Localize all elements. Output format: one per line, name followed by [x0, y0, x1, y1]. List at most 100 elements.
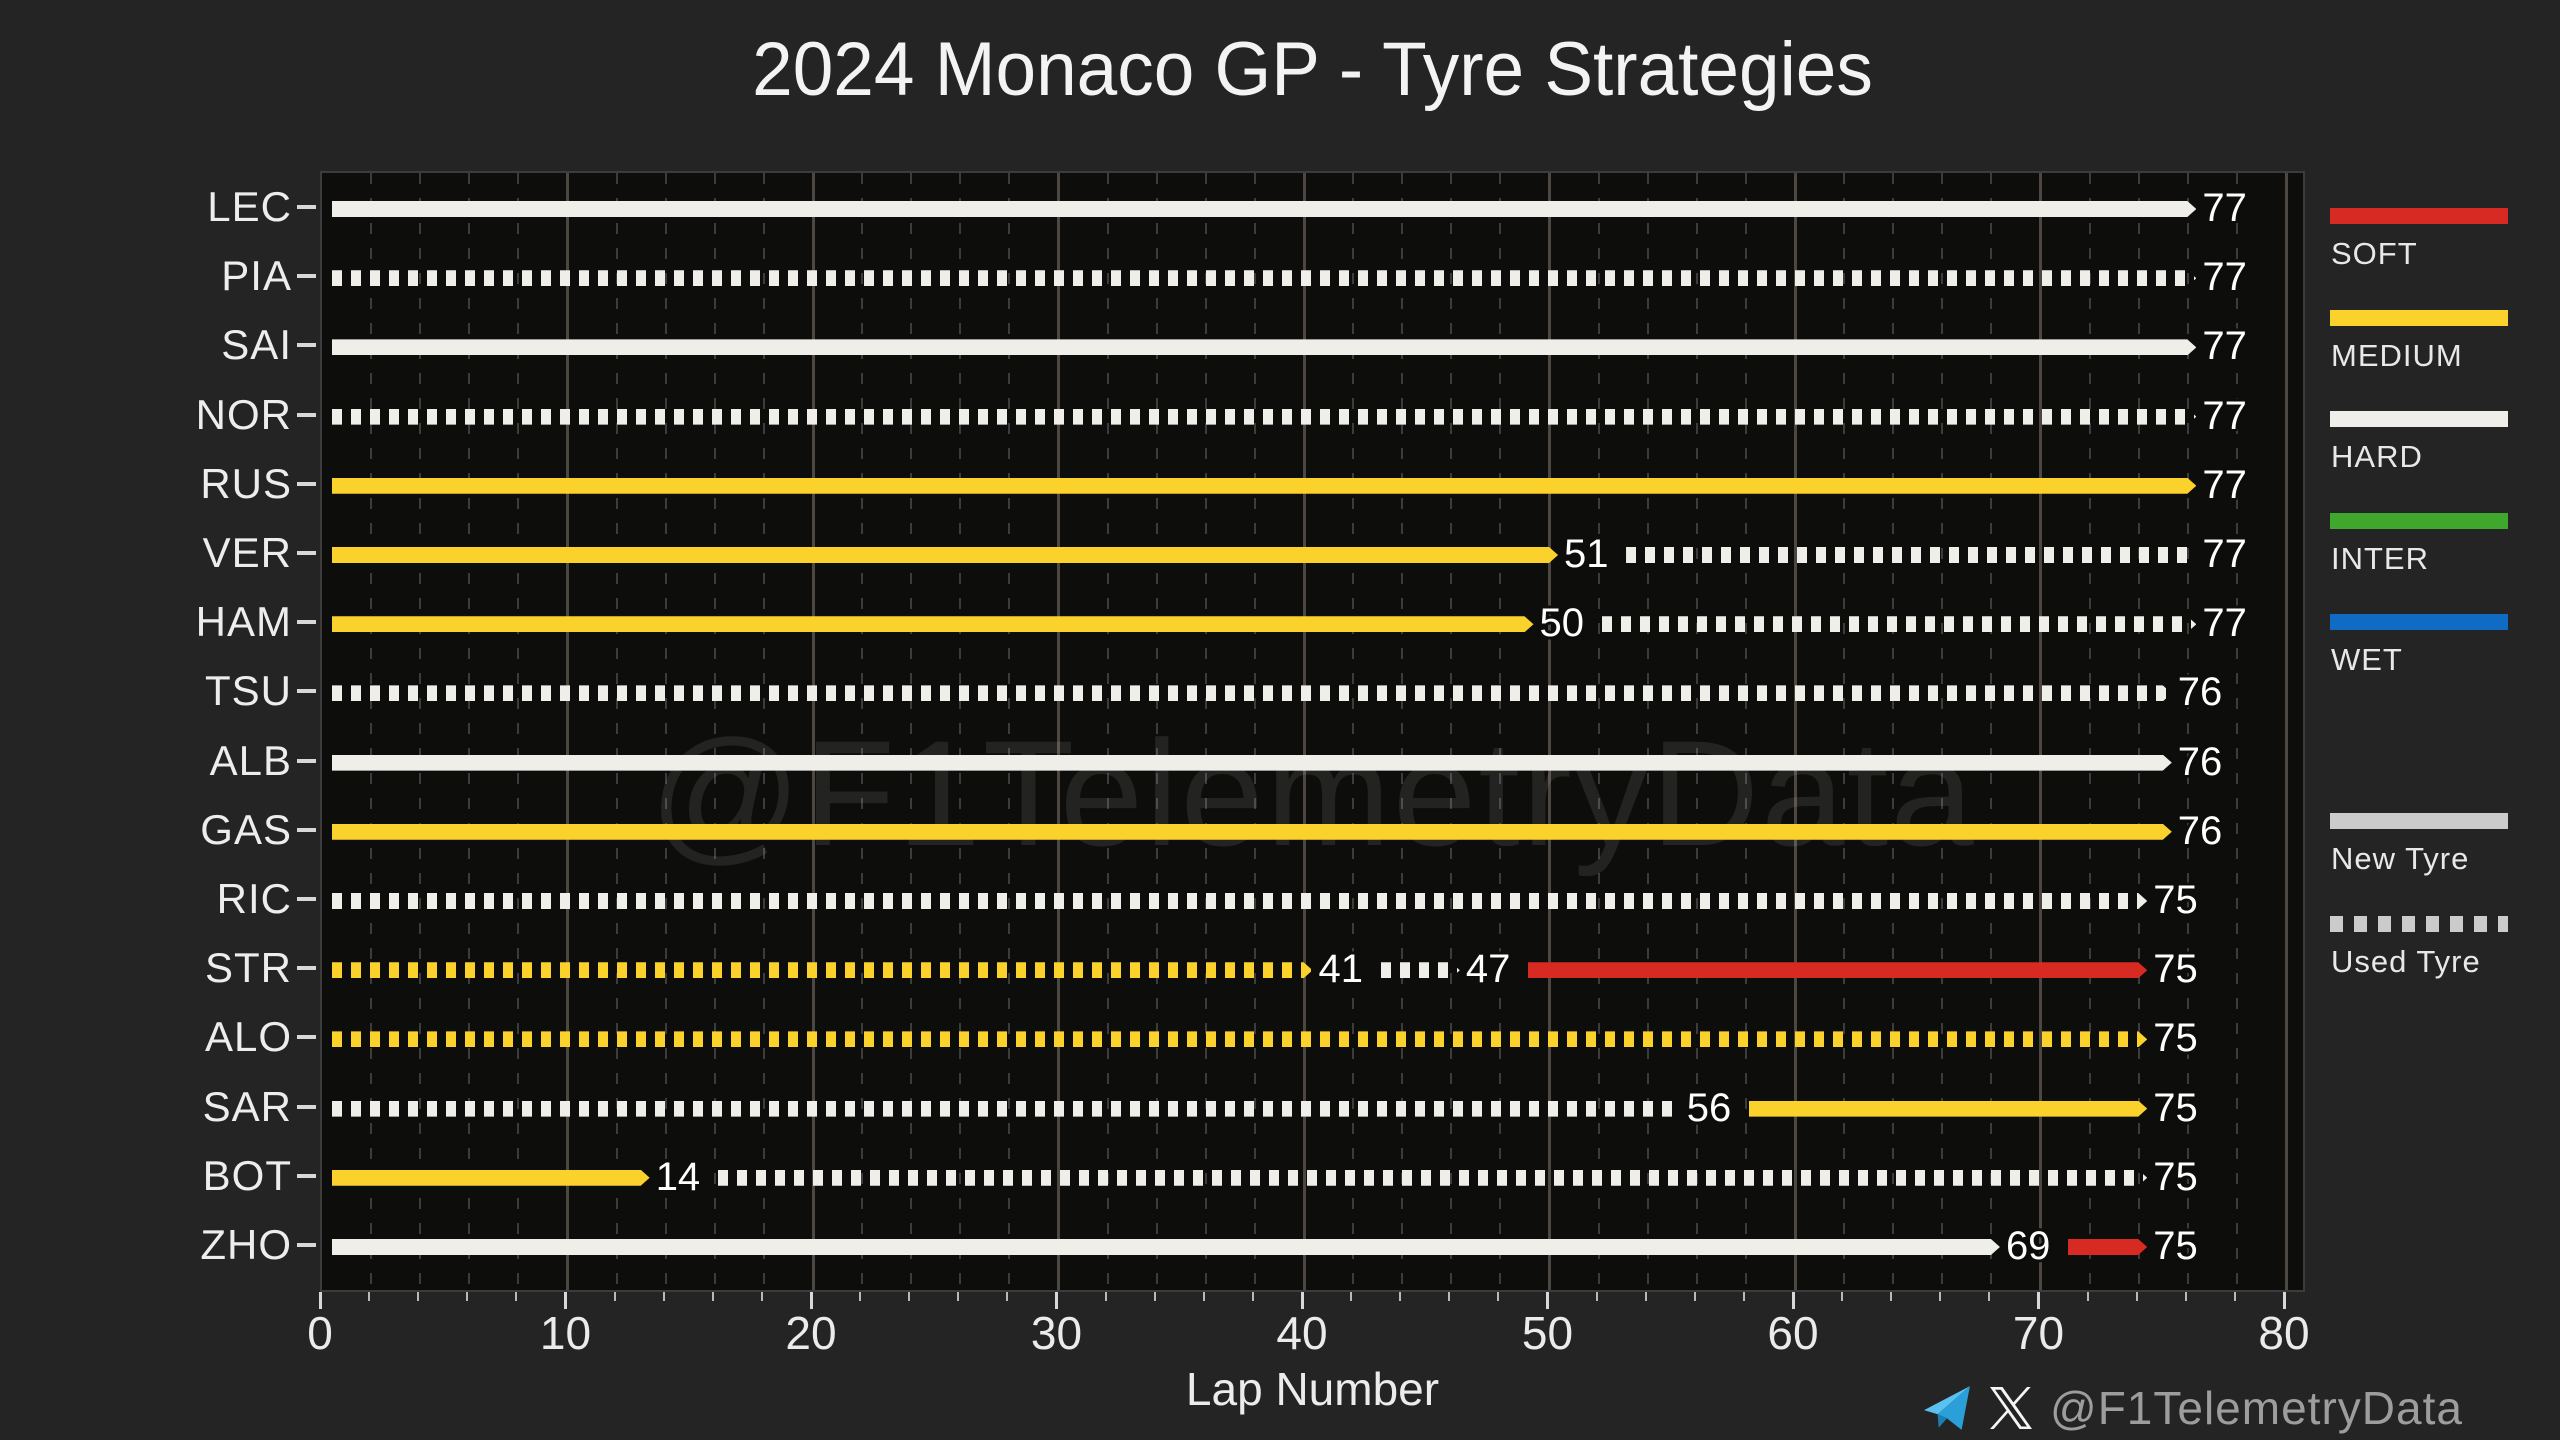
driver-row: 77: [322, 463, 2303, 507]
driver-row: 76: [322, 809, 2303, 853]
stint-bar: [1602, 616, 2197, 632]
x-tick: [662, 1292, 665, 1301]
driver-label: SAR: [202, 1082, 292, 1130]
driver-row: 51 77: [322, 532, 2303, 576]
stint-end-label: 76: [2177, 808, 2223, 853]
x-tick-label: 10: [539, 1307, 592, 1359]
x-tick: [1988, 1292, 1991, 1301]
grid-line-minor: [713, 173, 716, 1290]
x-tick: [2233, 1292, 2236, 1301]
grid-line-minor: [1106, 173, 1109, 1290]
driver-label: ALO: [204, 1013, 292, 1061]
stint-bar: [332, 1101, 1681, 1117]
grid-line-minor: [1450, 173, 1453, 1290]
stint-end-label: 75: [2153, 878, 2198, 922]
x-tick: [2037, 1292, 2040, 1309]
stint-end-label: 51: [1564, 532, 1609, 576]
driver-label: ZHO: [200, 1221, 292, 1268]
x-tick: [1939, 1292, 1942, 1301]
stint-end-label: 75: [2153, 1016, 2198, 1061]
driver-row: 41 47 75: [322, 947, 2303, 991]
y-tick: [297, 274, 316, 279]
driver-label: NOR: [195, 390, 292, 438]
grid-line-minor: [910, 173, 913, 1290]
stint-bar: [718, 1170, 2148, 1186]
stint-bar: [1626, 547, 2196, 563]
footer: @F1TelemetryData: [1922, 1382, 2463, 1434]
driver-label: BOT: [202, 1151, 292, 1199]
y-tick: [297, 343, 316, 348]
stint-end-label: 77: [2202, 393, 2247, 438]
stint-bar: [1528, 962, 2147, 978]
grid-line-minor: [1990, 173, 1993, 1290]
y-tick: [297, 1104, 316, 1109]
x-tick: [1742, 1292, 1745, 1301]
grid-line-minor: [2088, 173, 2091, 1290]
grid-line-minor: [1744, 173, 1747, 1290]
stint-end-label: 75: [2153, 947, 2198, 992]
footer-handle: @F1TelemetryData: [2050, 1382, 2463, 1434]
grid-line-minor: [664, 173, 667, 1290]
grid-line-minor: [1646, 173, 1649, 1290]
x-tick: [1350, 1292, 1353, 1301]
grid-line-minor: [2186, 173, 2189, 1290]
x-tick: [1153, 1292, 1156, 1301]
driver-label: LEC: [207, 183, 292, 230]
stint-end-label: 14: [655, 1154, 701, 1199]
grid-line-major: [566, 173, 569, 1290]
grid-line-minor: [959, 173, 962, 1290]
x-tick: [908, 1292, 911, 1301]
stint-end-label: 75: [2153, 1224, 2198, 1268]
x-tick-label: 0: [307, 1307, 333, 1359]
stint-end-label: 47: [1465, 947, 1511, 992]
x-tick: [2282, 1292, 2286, 1309]
stint-bar: [332, 755, 2172, 771]
x-tick: [1546, 1292, 1549, 1309]
driver-label: HAM: [195, 598, 292, 646]
driver-label: TSU: [205, 667, 292, 715]
grid-line-minor: [2137, 173, 2140, 1290]
legend-label: HARD: [2331, 439, 2423, 474]
driver-row: 69 75: [322, 1224, 2303, 1268]
y-tick: [297, 689, 316, 694]
stint-bar: [332, 685, 2172, 701]
stint-bar: [332, 824, 2172, 840]
x-tick: [1497, 1292, 1500, 1301]
legend-label: INTER: [2331, 540, 2429, 576]
stint-bar: [332, 339, 2196, 355]
grid-line-major: [2284, 173, 2288, 1290]
grid-line-minor: [1695, 173, 1698, 1290]
driver-label: GAS: [200, 805, 292, 853]
grid-line-minor: [1155, 173, 1158, 1290]
grid-line-major: [1302, 173, 1306, 1290]
driver-row: 76: [322, 740, 2303, 784]
driver-row: 14 75: [322, 1155, 2303, 1199]
x-tick: [515, 1292, 518, 1301]
grid-line-minor: [468, 173, 471, 1290]
driver-row: 50 77: [322, 601, 2303, 645]
stint-bar: [332, 409, 2196, 425]
x-tick: [1448, 1292, 1451, 1301]
stint-end-label: 77: [2202, 324, 2247, 369]
grid-line-minor: [1597, 173, 1600, 1290]
y-tick: [297, 1035, 316, 1040]
x-tick: [564, 1292, 567, 1309]
legend-swatch: [2330, 614, 2508, 630]
x-tick: [1251, 1292, 1254, 1301]
grid-line-minor: [861, 173, 864, 1290]
grid-line-minor: [1843, 173, 1846, 1290]
driver-row: 56 75: [322, 1086, 2303, 1130]
x-tick: [1300, 1292, 1304, 1309]
legend-usage-swatch: [2330, 813, 2508, 829]
stint-bar: [332, 201, 2196, 217]
legend-swatch: [2330, 208, 2508, 224]
stint-bar: [332, 962, 1313, 978]
x-tick: [1399, 1292, 1402, 1301]
x-tick-label: 20: [785, 1307, 837, 1359]
stint-end-label: 76: [2177, 739, 2223, 784]
y-tick: [297, 412, 316, 417]
stint-end-label: 77: [2202, 532, 2247, 576]
driver-row: 77: [322, 186, 2303, 230]
legend-usage-swatch: [2330, 916, 2508, 932]
y-tick: [297, 205, 316, 209]
